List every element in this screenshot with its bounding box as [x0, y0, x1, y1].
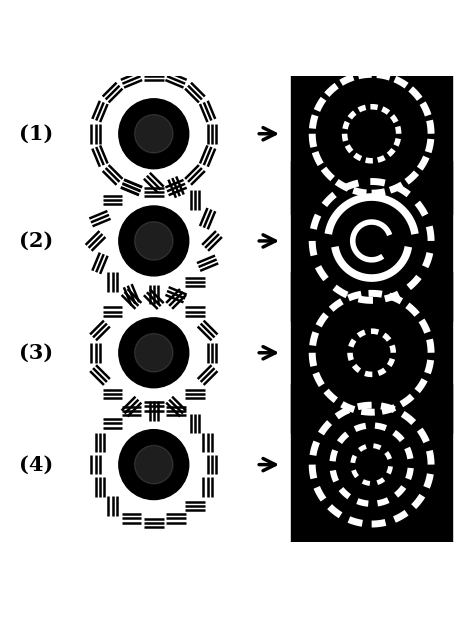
Bar: [291, 384, 452, 545]
Text: (1): (1): [19, 124, 53, 144]
Bar: [291, 272, 452, 433]
Circle shape: [119, 318, 189, 387]
Text: (3): (3): [19, 343, 53, 363]
Circle shape: [135, 115, 173, 153]
Text: (4): (4): [19, 455, 53, 474]
Text: (2): (2): [19, 231, 53, 251]
Circle shape: [119, 429, 189, 500]
Circle shape: [135, 334, 173, 372]
Circle shape: [119, 206, 189, 276]
Circle shape: [119, 99, 189, 168]
Circle shape: [135, 222, 173, 260]
Bar: [291, 160, 452, 321]
Circle shape: [135, 445, 173, 484]
Bar: [291, 53, 452, 214]
